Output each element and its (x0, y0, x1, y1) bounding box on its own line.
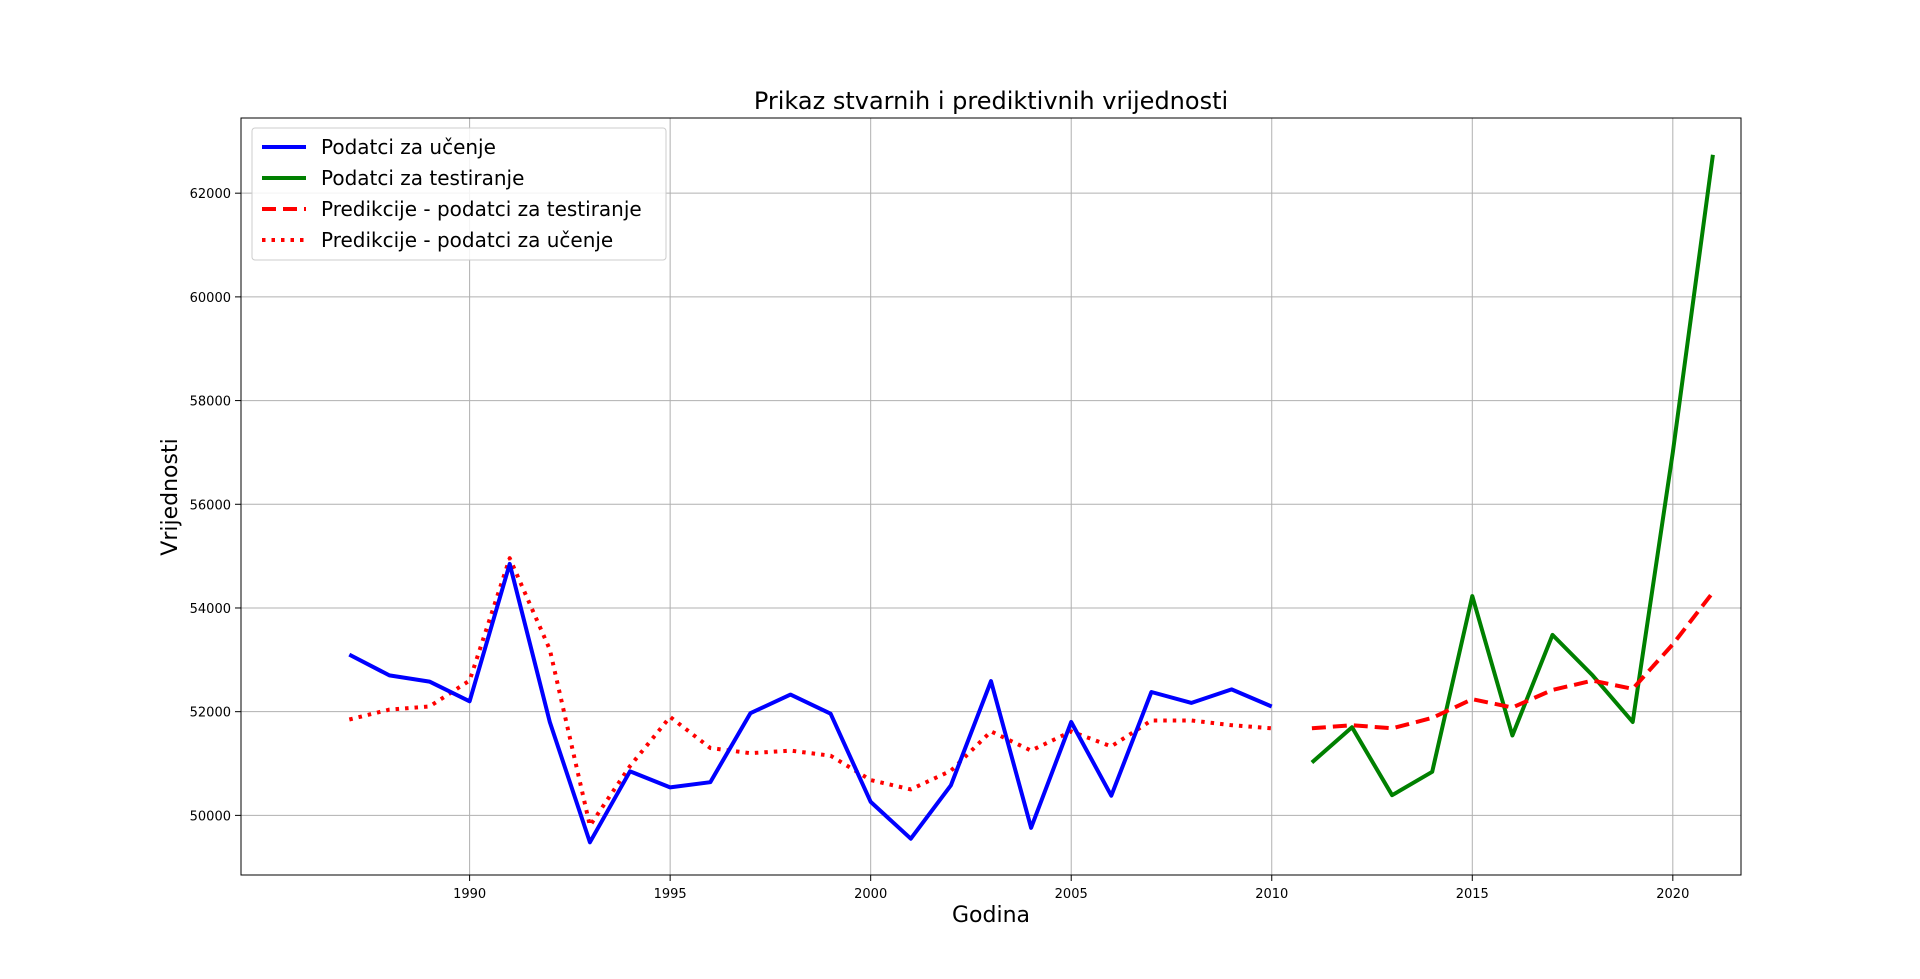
series-line-2 (1310, 154, 1715, 798)
x-tick-label: 1995 (654, 887, 687, 902)
plot-frame (240, 117, 1742, 876)
y-ticks: 50000 52000 54000 56000 58000 60000 62000 (190, 187, 241, 824)
y-tick-label: 56000 (190, 498, 231, 513)
grid (241, 118, 1741, 875)
x-ticks: 1990 1995 2000 2005 2010 2015 2020 (453, 875, 1689, 902)
legend: Podatci za učenje Podatci za testiranje Pr… (251, 127, 667, 261)
y-tick-label: 54000 (190, 602, 231, 617)
y-tick-label: 50000 (190, 809, 231, 824)
y-tick-label: 62000 (190, 187, 231, 202)
x-tick-label: 1990 (453, 887, 486, 902)
x-tick-label: 2015 (1456, 887, 1489, 902)
series-group (348, 154, 1715, 845)
x-tick-label: 2020 (1656, 887, 1689, 902)
legend-label-3: Predikcije - podatci za testiranje (321, 197, 642, 221)
legend-label-1: Podatci za učenje (321, 135, 496, 159)
y-tick-label: 60000 (190, 291, 231, 306)
x-tick-label: 2005 (1055, 887, 1088, 902)
x-axis-label: Godina (952, 903, 1030, 928)
y-tick-label: 58000 (190, 395, 231, 410)
legend-box (251, 127, 667, 261)
y-axis-label: Vrijednosti (158, 438, 183, 555)
x-tick-label: 2000 (854, 887, 887, 902)
y-tick-label: 52000 (190, 706, 231, 721)
series-line-1 (348, 561, 1273, 845)
series-line-3 (1311, 591, 1715, 731)
chart-title: Prikaz stvarnih i prediktivnih vrijednos… (754, 87, 1228, 115)
legend-label-2: Podatci za testiranje (321, 166, 524, 190)
x-tick-label: 2010 (1255, 887, 1288, 902)
legend-label-4: Predikcije - podatci za učenje (321, 228, 613, 252)
